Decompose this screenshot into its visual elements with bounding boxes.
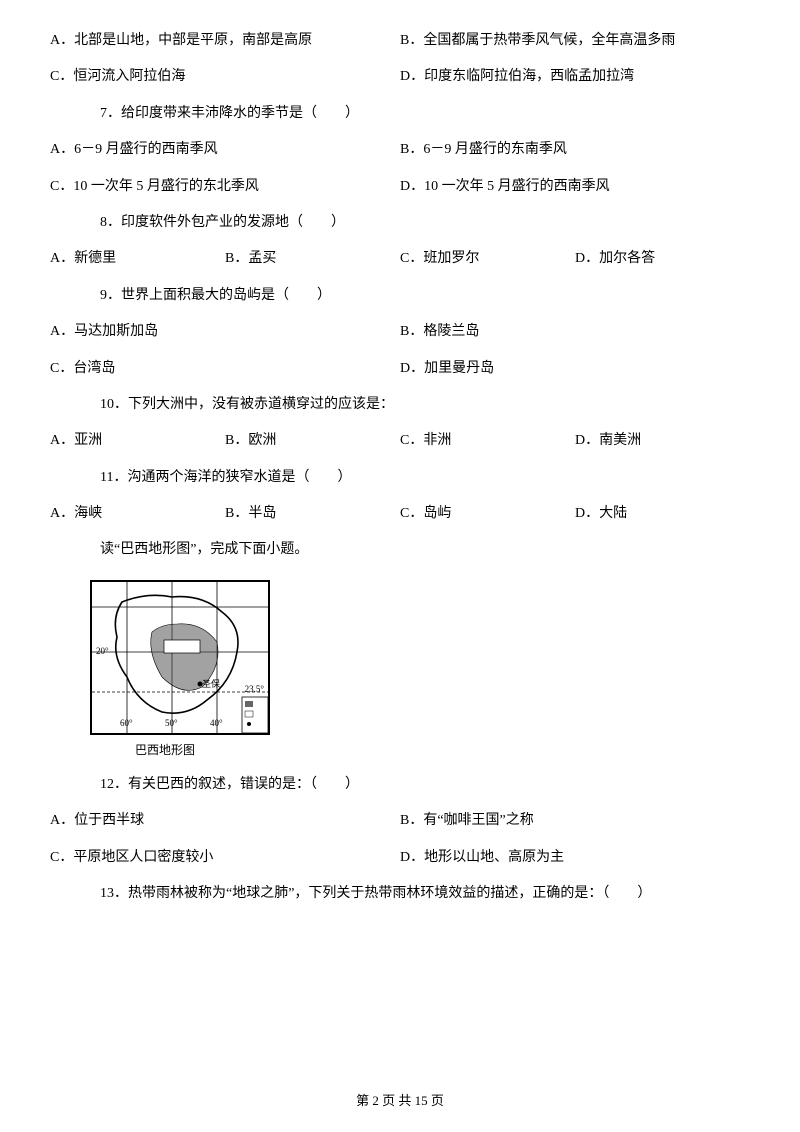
q8-option-d: D．加尔各答 (575, 248, 750, 270)
q12-option-c: C．平原地区人口密度较小 (50, 847, 400, 869)
map-city: 圣保 (202, 677, 220, 691)
q12-stem: 12．有关巴西的叙述，错误的是：（ ） (100, 774, 750, 796)
q11-options: A．海峡 B．半岛 C．岛屿 D．大陆 (50, 503, 750, 525)
q11-option-c: C．岛屿 (400, 503, 575, 525)
q9-options-cd: C．台湾岛 D．加里曼丹岛 (50, 358, 750, 380)
brazil-map: 20° 60° 50° 40° 23.5° 圣保 (90, 580, 270, 735)
q12-option-d: D．地形以山地、高原为主 (400, 847, 750, 869)
q6-option-b: B．全国都属于热带季风气候，全年高温多雨 (400, 30, 750, 52)
q7-options-ab: A．6－9 月盛行的西南季风 B．6－9 月盛行的东南季风 (50, 139, 750, 161)
q11-stem: 11．沟通两个海洋的狭窄水道是（ ） (100, 467, 750, 489)
q7-option-a: A．6－9 月盛行的西南季风 (50, 139, 400, 161)
q8-options: A．新德里 B．孟买 C．班加罗尔 D．加尔各答 (50, 248, 750, 270)
q7-option-b: B．6－9 月盛行的东南季风 (400, 139, 750, 161)
q12-option-b: B．有“咖啡王国”之称 (400, 810, 750, 832)
q10-stem: 10．下列大洲中，没有被赤道横穿过的应该是： (100, 394, 750, 416)
q11-option-a: A．海峡 (50, 503, 225, 525)
q7-option-d: D．10 一次年 5 月盛行的西南季风 (400, 176, 750, 198)
map-svg (92, 582, 270, 735)
q10-option-d: D．南美洲 (575, 430, 750, 452)
q9-options-ab: A．马达加斯加岛 B．格陵兰岛 (50, 321, 750, 343)
q7-options-cd: C．10 一次年 5 月盛行的东北季风 D．10 一次年 5 月盛行的西南季风 (50, 176, 750, 198)
q6-option-d: D．印度东临阿拉伯海，西临孟加拉湾 (400, 66, 750, 88)
q7-stem: 7．给印度带来丰沛降水的季节是（ ） (100, 103, 750, 125)
q11-option-b: B．半岛 (225, 503, 400, 525)
q12-option-a: A．位于西半球 (50, 810, 400, 832)
q9-option-a: A．马达加斯加岛 (50, 321, 400, 343)
q8-option-b: B．孟买 (225, 248, 400, 270)
q13-stem: 13．热带雨林被称为“地球之肺”，下列关于热带雨林环境效益的描述，正确的是：（ … (100, 883, 750, 905)
q6-option-c: C．恒河流入阿拉伯海 (50, 66, 400, 88)
q6-option-a: A．北部是山地，中部是平原，南部是高原 (50, 30, 400, 52)
q7-option-c: C．10 一次年 5 月盛行的东北季风 (50, 176, 400, 198)
q10-option-b: B．欧洲 (225, 430, 400, 452)
q12-options-ab: A．位于西半球 B．有“咖啡王国”之称 (50, 810, 750, 832)
q8-option-a: A．新德里 (50, 248, 225, 270)
map-lon60: 60° (120, 716, 133, 730)
q10-option-c: C．非洲 (400, 430, 575, 452)
q6-options-cd: C．恒河流入阿拉伯海 D．印度东临阿拉伯海，西临孟加拉湾 (50, 66, 750, 88)
map-lon40: 40° (210, 716, 223, 730)
map-caption: 巴西地形图 (135, 741, 750, 760)
map-tropic: 23.5° (245, 682, 264, 696)
q11-option-d: D．大陆 (575, 503, 750, 525)
q9-option-d: D．加里曼丹岛 (400, 358, 750, 380)
q9-stem: 9．世界上面积最大的岛屿是（ ） (100, 285, 750, 307)
map-lon50: 50° (165, 716, 178, 730)
brazil-map-figure: 20° 60° 50° 40° 23.5° 圣保 巴西地形图 (90, 580, 750, 760)
q9-option-c: C．台湾岛 (50, 358, 400, 380)
q10-options: A．亚洲 B．欧洲 C．非洲 D．南美洲 (50, 430, 750, 452)
q10-option-a: A．亚洲 (50, 430, 225, 452)
q9-option-b: B．格陵兰岛 (400, 321, 750, 343)
page-footer: 第 2 页 共 15 页 (0, 1091, 800, 1112)
q6-options-ab: A．北部是山地，中部是平原，南部是高原 B．全国都属于热带季风气候，全年高温多雨 (50, 30, 750, 52)
map-intro: 读“巴西地形图”，完成下面小题。 (100, 539, 750, 561)
q8-option-c: C．班加罗尔 (400, 248, 575, 270)
q12-options-cd: C．平原地区人口密度较小 D．地形以山地、高原为主 (50, 847, 750, 869)
map-lat20: 20° (96, 644, 109, 658)
q8-stem: 8．印度软件外包产业的发源地（ ） (100, 212, 750, 234)
